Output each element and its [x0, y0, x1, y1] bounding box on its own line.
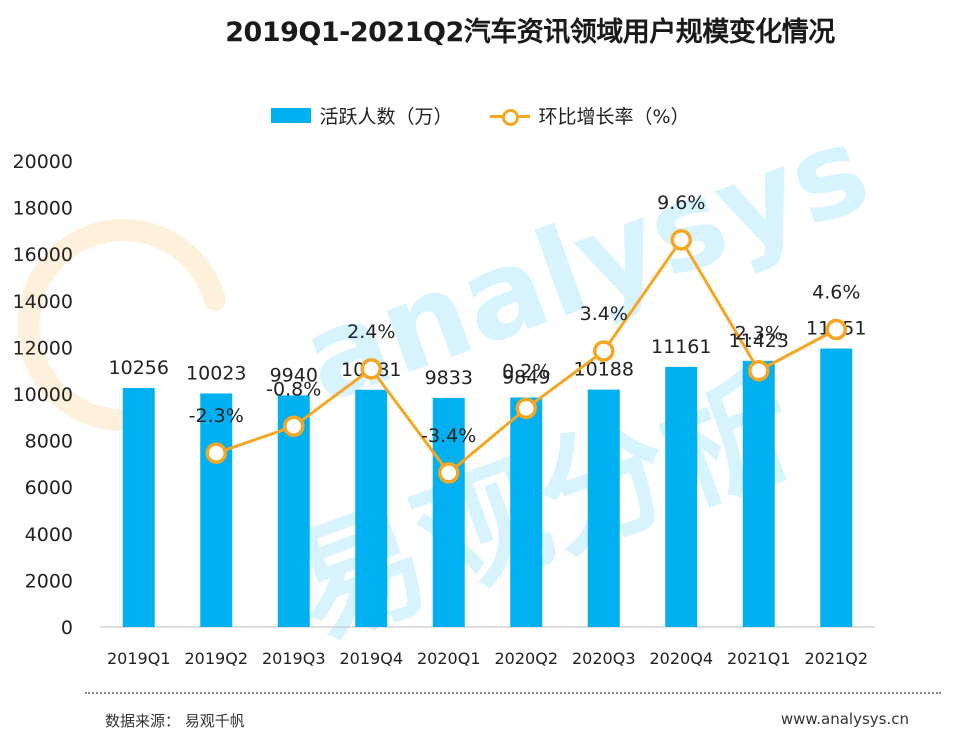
x-tick-label: 2020Q2 [495, 649, 559, 668]
source-note: 数据来源： 易观千帆 [105, 712, 245, 730]
growth-value-label: -0.8% [266, 378, 321, 400]
y-tick-label: 8000 [25, 431, 73, 453]
legend-item-bar: 活跃人数（万） [271, 102, 452, 129]
y-tick-label: 6000 [25, 477, 73, 499]
bar [432, 397, 465, 627]
y-tick-label: 0 [61, 617, 73, 639]
y-tick-label: 12000 [13, 337, 73, 359]
x-tick-label: 2019Q4 [340, 649, 404, 668]
legend-item-line: 环比增长率（%） [490, 102, 690, 129]
growth-point [360, 358, 382, 380]
x-tick-label: 2020Q1 [417, 649, 481, 668]
bar-value-label: 9849 [502, 367, 550, 389]
growth-value-label: 2.4% [347, 321, 395, 343]
y-tick-label: 4000 [25, 524, 73, 546]
growth-value-label: 9.6% [657, 192, 705, 214]
bar-value-label: 11161 [651, 336, 711, 358]
bar-value-label: 10256 [109, 357, 169, 379]
legend-line-label: 环比增长率（%） [538, 106, 690, 128]
growth-labels: -2.3% -0.8% 2.4% -3.4% 0.2% 3.4% 9.6% 2.3% 4.6% [189, 192, 861, 447]
bar [587, 389, 620, 627]
bar [122, 388, 155, 627]
y-tick-label: 10000 [13, 384, 73, 406]
growth-point [283, 415, 305, 438]
growth-points [205, 229, 847, 484]
growth-value-label: 3.4% [580, 303, 628, 325]
y-axis-labels: 0 2000 4000 6000 8000 10000 12000 14000 16000 180… [13, 151, 73, 639]
y-tick-label: 2000 [25, 570, 73, 592]
legend: 活跃人数（万） 环比增长率（%） [0, 102, 961, 129]
site-url: www.analysys.cn [780, 710, 909, 728]
x-tick-label: 2019Q1 [107, 649, 171, 668]
bar-value-label: 10023 [186, 362, 246, 384]
y-tick-label: 20000 [13, 151, 73, 173]
growth-point [205, 442, 227, 464]
x-tick-label: 2019Q2 [185, 649, 249, 668]
x-tick-label: 2019Q3 [262, 649, 326, 668]
growth-point [515, 397, 537, 420]
bar [820, 348, 853, 627]
y-tick-label: 18000 [13, 198, 73, 220]
bar [200, 393, 233, 627]
y-tick-label: 16000 [13, 244, 73, 266]
bar [355, 389, 388, 627]
bar-value-label: 9833 [425, 367, 473, 389]
growth-point [438, 462, 460, 484]
growth-point [670, 229, 692, 251]
bar [742, 360, 775, 627]
x-tick-label: 2020Q3 [572, 649, 636, 668]
growth-value-label: 2.3% [735, 323, 783, 345]
growth-point [825, 318, 847, 341]
x-axis-labels: 2019Q1 2019Q2 2019Q3 2019Q4 2020Q1 2020Q2 2020… [107, 649, 868, 668]
growth-value-label: 4.6% [812, 281, 860, 303]
footer-divider [85, 692, 941, 694]
growth-value-label: -2.3% [189, 405, 244, 427]
growth-value-label: 0.2% [502, 360, 550, 382]
legend-bar-label: 活跃人数（万） [319, 106, 453, 128]
x-tick-label: 2021Q2 [805, 649, 869, 668]
bar [665, 366, 698, 627]
y-tick-label: 14000 [13, 291, 73, 313]
bar-value-label: 10188 [574, 359, 634, 381]
x-tick-label: 2020Q4 [650, 649, 714, 668]
chart-title: 2019Q1-2021Q2汽车资讯领域用户规模变化情况 [225, 17, 835, 48]
bar [510, 397, 543, 627]
bar-value-label: 9940 [270, 364, 318, 386]
legend-line-swatch [490, 108, 531, 126]
growth-point [748, 359, 770, 382]
x-tick-label: 2021Q1 [727, 649, 791, 668]
growth-point [593, 340, 615, 362]
legend-bar-swatch [271, 108, 312, 123]
growth-value-label: -3.4% [421, 425, 476, 447]
bars [122, 348, 853, 627]
